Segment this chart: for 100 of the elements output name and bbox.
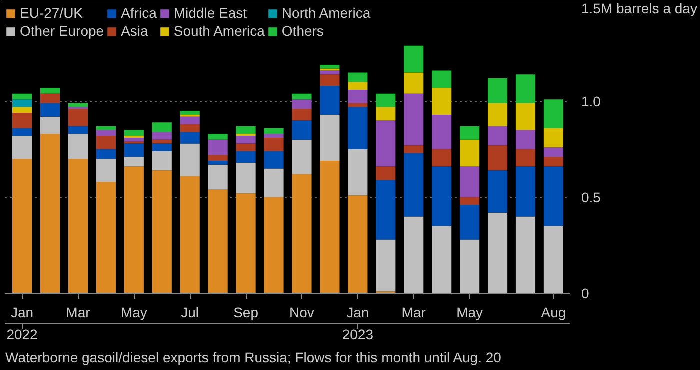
bar bbox=[432, 70, 452, 88]
bar bbox=[348, 103, 368, 108]
bar bbox=[432, 226, 452, 294]
bar bbox=[292, 109, 312, 121]
bar bbox=[236, 151, 256, 163]
bar bbox=[96, 130, 116, 136]
bar bbox=[348, 196, 368, 294]
bar bbox=[404, 46, 424, 73]
bar bbox=[236, 136, 256, 144]
bar bbox=[320, 70, 340, 75]
bar bbox=[320, 86, 340, 115]
bar bbox=[432, 114, 452, 150]
legend-label: Others bbox=[282, 23, 324, 39]
bar bbox=[376, 166, 396, 180]
bar bbox=[404, 94, 424, 146]
bar bbox=[348, 82, 368, 90]
y-tick-label: 0.5 bbox=[582, 190, 602, 206]
x-tick-label: Mar bbox=[66, 304, 91, 320]
bar bbox=[320, 65, 340, 69]
bar bbox=[544, 148, 564, 158]
bar bbox=[488, 126, 508, 146]
bar bbox=[124, 138, 144, 142]
x-tick-label: May bbox=[120, 304, 148, 320]
bar bbox=[208, 190, 228, 294]
bar bbox=[488, 170, 508, 213]
bar bbox=[460, 126, 480, 140]
bar bbox=[432, 150, 452, 167]
bar bbox=[236, 162, 256, 194]
bar bbox=[68, 126, 88, 134]
bar bbox=[40, 88, 60, 94]
bar bbox=[208, 134, 228, 140]
bar bbox=[40, 103, 60, 117]
bar bbox=[320, 161, 340, 294]
bar bbox=[180, 116, 200, 125]
bar bbox=[516, 103, 536, 130]
bar bbox=[124, 157, 144, 167]
bar bbox=[12, 113, 32, 128]
bar bbox=[12, 100, 32, 108]
bar bbox=[488, 78, 508, 104]
bar bbox=[96, 159, 116, 182]
bar bbox=[152, 140, 172, 144]
y-tick-label: 0 bbox=[582, 286, 590, 302]
bar bbox=[348, 72, 368, 82]
bar bbox=[404, 153, 424, 217]
legend-label: North America bbox=[282, 5, 371, 21]
bar bbox=[516, 130, 536, 150]
x-tick-label: Nov bbox=[290, 304, 314, 320]
bar bbox=[68, 134, 88, 160]
x-tick-label: Jul bbox=[181, 304, 200, 320]
bar bbox=[544, 166, 564, 226]
bar bbox=[320, 114, 340, 162]
bar bbox=[376, 120, 396, 167]
bar bbox=[180, 144, 200, 176]
bar bbox=[180, 132, 200, 144]
bar bbox=[152, 170, 172, 294]
bar bbox=[40, 94, 60, 104]
bar bbox=[292, 94, 312, 100]
legend-label: Asia bbox=[121, 23, 148, 39]
bar bbox=[432, 88, 452, 115]
bar bbox=[236, 126, 256, 134]
bar bbox=[544, 157, 564, 167]
bar bbox=[40, 134, 60, 294]
bar bbox=[348, 90, 368, 104]
bar bbox=[376, 94, 396, 108]
bar bbox=[12, 94, 32, 100]
bar bbox=[208, 155, 228, 162]
bar bbox=[180, 124, 200, 132]
bar bbox=[124, 130, 144, 136]
bar bbox=[460, 166, 480, 198]
y-tick-label: 1.0 bbox=[582, 94, 602, 110]
bar bbox=[68, 159, 88, 294]
bar bbox=[96, 150, 116, 160]
bar bbox=[292, 120, 312, 140]
bar bbox=[516, 74, 536, 104]
bar bbox=[292, 100, 312, 110]
bar bbox=[40, 116, 60, 134]
bar bbox=[236, 144, 256, 152]
bar bbox=[404, 216, 424, 294]
bar bbox=[516, 216, 536, 294]
x-tick-label: May bbox=[456, 304, 484, 320]
legend-label: EU-27/UK bbox=[20, 5, 84, 21]
bar bbox=[12, 136, 32, 160]
bar bbox=[152, 122, 172, 132]
x-tick-label: Sep bbox=[234, 304, 259, 320]
bar bbox=[12, 159, 32, 294]
bar bbox=[264, 134, 284, 138]
bar bbox=[460, 205, 480, 240]
bar bbox=[152, 144, 172, 152]
bar bbox=[348, 150, 368, 196]
x-tick-label: Mar bbox=[402, 304, 426, 320]
bar bbox=[264, 168, 284, 198]
bar bbox=[236, 194, 256, 294]
legend-label: Africa bbox=[121, 5, 157, 21]
bar bbox=[376, 107, 396, 121]
bar bbox=[68, 103, 88, 108]
y-tick-label: 1.5M barrels a day bbox=[582, 0, 698, 16]
bar bbox=[264, 128, 284, 134]
bar bbox=[96, 126, 116, 130]
bar bbox=[544, 128, 564, 148]
bar bbox=[124, 144, 144, 158]
